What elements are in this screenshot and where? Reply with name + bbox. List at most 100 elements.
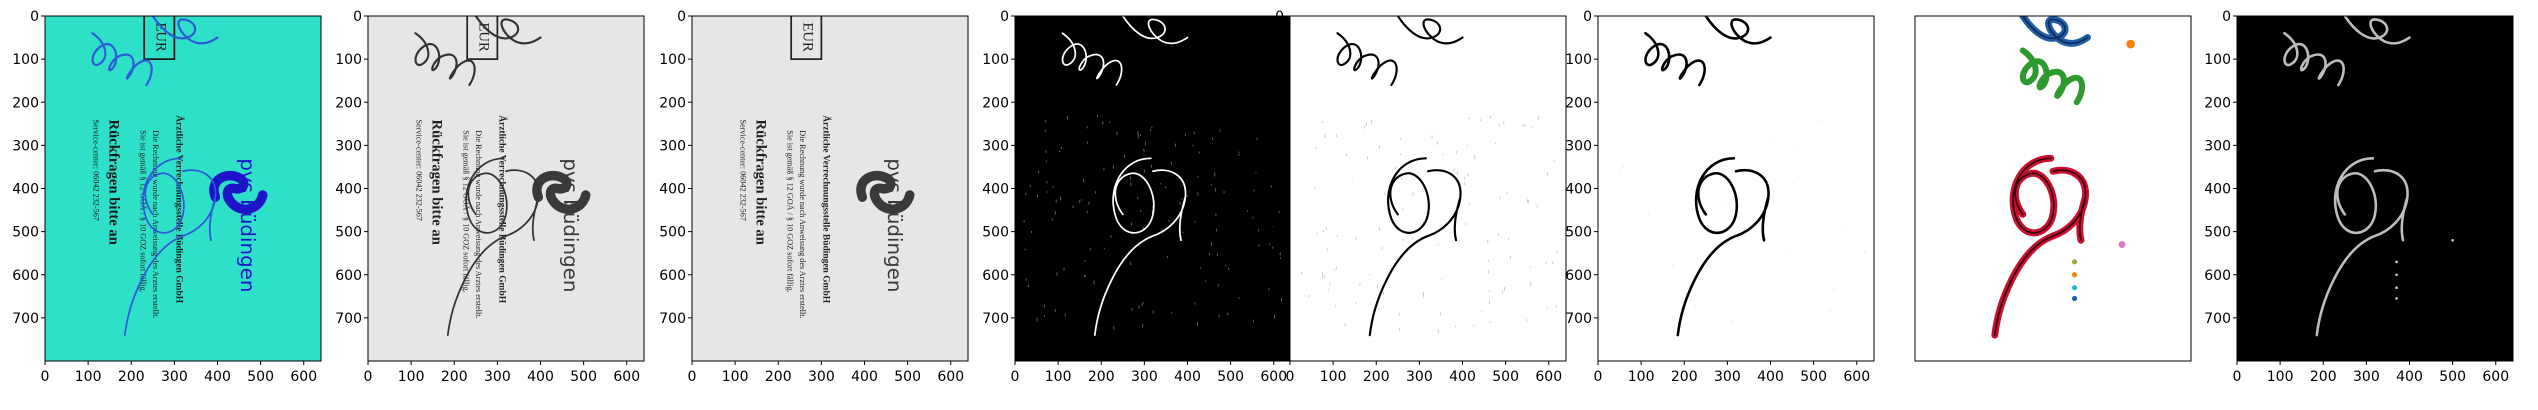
eur-box xyxy=(143,16,176,60)
y-tick-label: 600 xyxy=(12,268,39,284)
x-tick-label: 400 xyxy=(204,369,231,385)
y-tick-label: 400 xyxy=(12,182,39,198)
y-tick-label: 400 xyxy=(335,182,362,198)
y-tick-label: 500 xyxy=(2204,225,2231,241)
y-tick-label: 100 xyxy=(335,52,362,68)
service-line: Service-center: 06042 232-567 xyxy=(91,120,100,221)
y-tick-label: 200 xyxy=(335,95,362,111)
panel-p7 xyxy=(1914,15,2192,362)
mask-hook xyxy=(1396,16,1464,45)
y-tick-label: 500 xyxy=(659,225,686,241)
image-background xyxy=(1290,16,1566,361)
y-tick-label: 0 xyxy=(30,9,39,25)
x-tick-label: 400 xyxy=(1449,369,1476,385)
skeleton-dot xyxy=(2395,297,2398,300)
x-tick-label: 200 xyxy=(1363,369,1390,385)
y-tick-label: 300 xyxy=(1257,138,1284,154)
signature-big xyxy=(123,157,217,336)
body-line-1: Die Rechnung wurde nach Anweisung des Ar… xyxy=(474,130,483,318)
x-tick-label: 300 xyxy=(1406,369,1433,385)
panels-root: EUR Ärztliche Verrechnungsstelle Büdingen… xyxy=(12,9,2514,385)
x-tick-label: 100 xyxy=(1628,369,1655,385)
mask-big xyxy=(1676,157,1770,337)
y-tick-label: 300 xyxy=(2204,138,2231,154)
y-tick-label: 100 xyxy=(2204,52,2231,68)
y-tick-label: 600 xyxy=(335,268,362,284)
panel-image-p3: EUR Ärztliche Verrechnungsstelle Büdingen… xyxy=(692,16,968,361)
panel-image-p8 xyxy=(2237,16,2513,361)
x-tick-label: 600 xyxy=(1260,369,1287,385)
y-tick-label: 500 xyxy=(1565,225,1592,241)
body-line-1: Die Rechnung wurde nach Anweisung des Ar… xyxy=(798,130,807,318)
y-tick-label: 100 xyxy=(1565,52,1592,68)
y-tick-label: 100 xyxy=(1257,52,1284,68)
mask-top xyxy=(2283,31,2345,87)
company-line: Ärztliche Verrechnungsstelle Büdingen Gm… xyxy=(174,115,187,304)
component-dot-cyan xyxy=(2071,285,2078,291)
y-tick-label: 300 xyxy=(659,138,686,154)
body-line-2: Sie ist gemäß § 12 GOÄ / § 10 GOZ sofort… xyxy=(139,130,148,292)
body-line-2: Sie ist gemäß § 12 GOÄ / § 10 GOZ sofort… xyxy=(786,130,795,292)
y-tick-label: 300 xyxy=(982,138,1009,154)
service-line: Service-center: 06042 232-567 xyxy=(414,120,423,221)
eur-box-text: EUR xyxy=(799,22,815,52)
y-tick-label: 0 xyxy=(677,9,686,25)
y-tick-label: 0 xyxy=(353,9,362,25)
image-background xyxy=(368,16,644,361)
y-tick-label: 700 xyxy=(982,311,1009,327)
y-tick-label: 100 xyxy=(12,52,39,68)
component-dot-orange xyxy=(2126,39,2135,49)
panel-image-p4 xyxy=(1015,16,1291,361)
component-big-core xyxy=(1993,157,2087,336)
x-tick-label: 500 xyxy=(247,369,274,385)
x-tick-label: 100 xyxy=(75,369,102,385)
logo-symbol xyxy=(532,170,591,214)
mask-top xyxy=(1061,32,1123,86)
body-line-2: Sie ist gemäß § 12 GOÄ / § 10 GOZ sofort… xyxy=(462,130,471,292)
x-tick-label: 0 xyxy=(688,369,697,385)
mask-big xyxy=(2315,157,2409,337)
x-tick-label: 200 xyxy=(2310,369,2337,385)
body-line-1: Die Rechnung wurde nach Anweisung des Ar… xyxy=(151,130,160,318)
y-tick-label: 700 xyxy=(659,311,686,327)
x-tick-label: 600 xyxy=(613,369,640,385)
x-tick-label: 300 xyxy=(161,369,188,385)
x-tick-label: 300 xyxy=(484,369,511,385)
y-tick-label: 200 xyxy=(2204,95,2231,111)
x-tick-label: 100 xyxy=(398,369,425,385)
company-line: Ärztliche Verrechnungsstelle Büdingen Gm… xyxy=(497,115,510,304)
x-tick-label: 600 xyxy=(1535,369,1562,385)
x-tick-label: 600 xyxy=(1843,369,1870,385)
x-tick-label: 200 xyxy=(1088,369,1115,385)
heading-line: Rückfragen bitte an xyxy=(429,120,445,245)
x-tick-label: 0 xyxy=(364,369,373,385)
y-tick-label: 700 xyxy=(335,311,362,327)
x-tick-label: 400 xyxy=(851,369,878,385)
component-hook-core xyxy=(2021,16,2089,45)
y-tick-label: 200 xyxy=(659,95,686,111)
image-background xyxy=(45,16,321,361)
image-background xyxy=(1015,16,1291,361)
x-tick-label: 600 xyxy=(290,369,317,385)
signature-hook xyxy=(151,16,219,45)
y-tick-label: 300 xyxy=(1565,138,1592,154)
y-tick-label: 500 xyxy=(982,225,1009,241)
x-tick-label: 500 xyxy=(570,369,597,385)
signature-big xyxy=(446,157,540,336)
y-tick-label: 400 xyxy=(1565,182,1592,198)
y-tick-label: 700 xyxy=(1565,311,1592,327)
x-tick-label: 0 xyxy=(1286,369,1295,385)
panel-image-p6 xyxy=(1598,16,1874,361)
y-tick-label: 400 xyxy=(659,182,686,198)
panel-p6: 0 100 200 300 400 500 600 700 0 100 200 300 400 500 60… xyxy=(1565,9,1875,385)
x-tick-label: 600 xyxy=(937,369,964,385)
axes-frame xyxy=(1914,15,2192,362)
y-tick-label: 600 xyxy=(982,268,1009,284)
skeleton-dot xyxy=(2451,238,2454,242)
component-dot-orange-2 xyxy=(2071,272,2078,278)
x-tick-label: 100 xyxy=(1320,369,1347,385)
